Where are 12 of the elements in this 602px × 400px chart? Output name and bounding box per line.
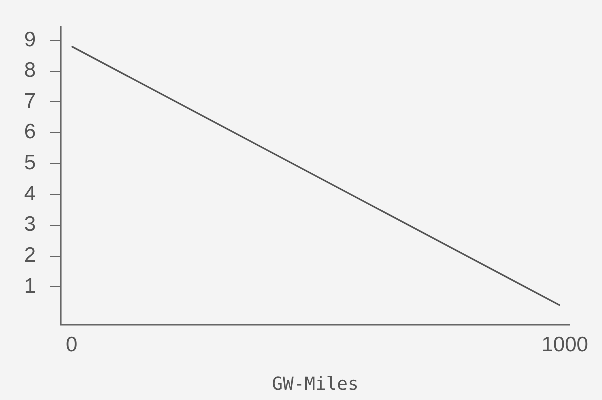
y-tick-label: 4: [24, 182, 36, 206]
y-tick-label: 8: [24, 59, 36, 82]
x-tick-label: 1000: [542, 333, 588, 356]
y-tick-label: 6: [24, 120, 36, 144]
x-axis-title: GW-Miles: [272, 374, 359, 395]
y-tick-label: 9: [24, 28, 36, 52]
y-tick-label: 7: [24, 90, 36, 113]
y-tick-label: 3: [24, 213, 36, 236]
y-tick-label: 5: [24, 152, 36, 175]
x-tick-label: 0: [66, 333, 78, 356]
y-tick-label: 1: [24, 274, 36, 298]
y-tick-label: 2: [24, 244, 36, 268]
